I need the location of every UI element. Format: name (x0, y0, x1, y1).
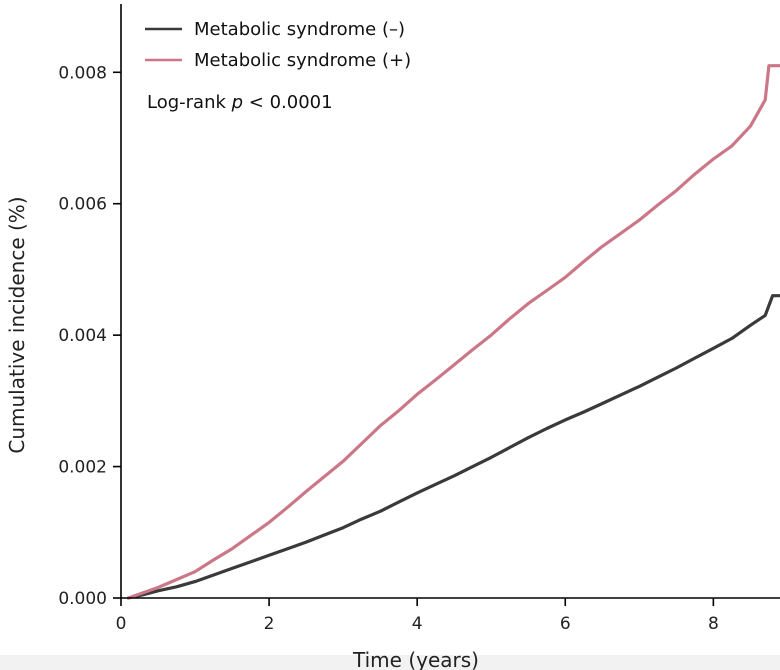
x-tick-label: 6 (560, 614, 571, 634)
bottom-band (0, 655, 780, 670)
y-axis-title: Cumulative incidence (%) (5, 196, 29, 453)
x-tick-label: 4 (412, 614, 423, 634)
y-tick-label: 0.002 (58, 458, 107, 478)
annotation-p: p (231, 92, 243, 113)
series-line-0 (126, 294, 780, 600)
x-tick-label: 0 (116, 614, 127, 634)
x-tick-label: 2 (264, 614, 275, 634)
y-tick-label: 0.004 (58, 326, 107, 346)
y-tick-label: 0.006 (58, 195, 107, 215)
y-tick-label: 0.008 (58, 63, 107, 83)
log-rank-annotation: Log-rank p < 0.0001 (147, 92, 333, 113)
legend-label-series-0: Metabolic syndrome (–) (194, 19, 405, 40)
series-layer (126, 64, 780, 600)
legend: Metabolic syndrome (–) Metabolic syndrom… (145, 19, 411, 71)
legend-label-series-1: Metabolic syndrome (+) (194, 50, 411, 71)
annotation-prefix: Log-rank (147, 92, 232, 113)
annotation-suffix: < 0.0001 (243, 92, 333, 113)
x-tick-label: 8 (708, 614, 719, 634)
x-axis-title: Time (years) (352, 648, 479, 670)
y-axis-ticks: 0.000 0.002 0.004 0.006 0.008 (58, 63, 121, 609)
y-tick-label: 0.000 (58, 589, 107, 609)
series-line-1 (126, 64, 780, 600)
x-axis-ticks: 0 2 4 6 8 (116, 598, 719, 634)
